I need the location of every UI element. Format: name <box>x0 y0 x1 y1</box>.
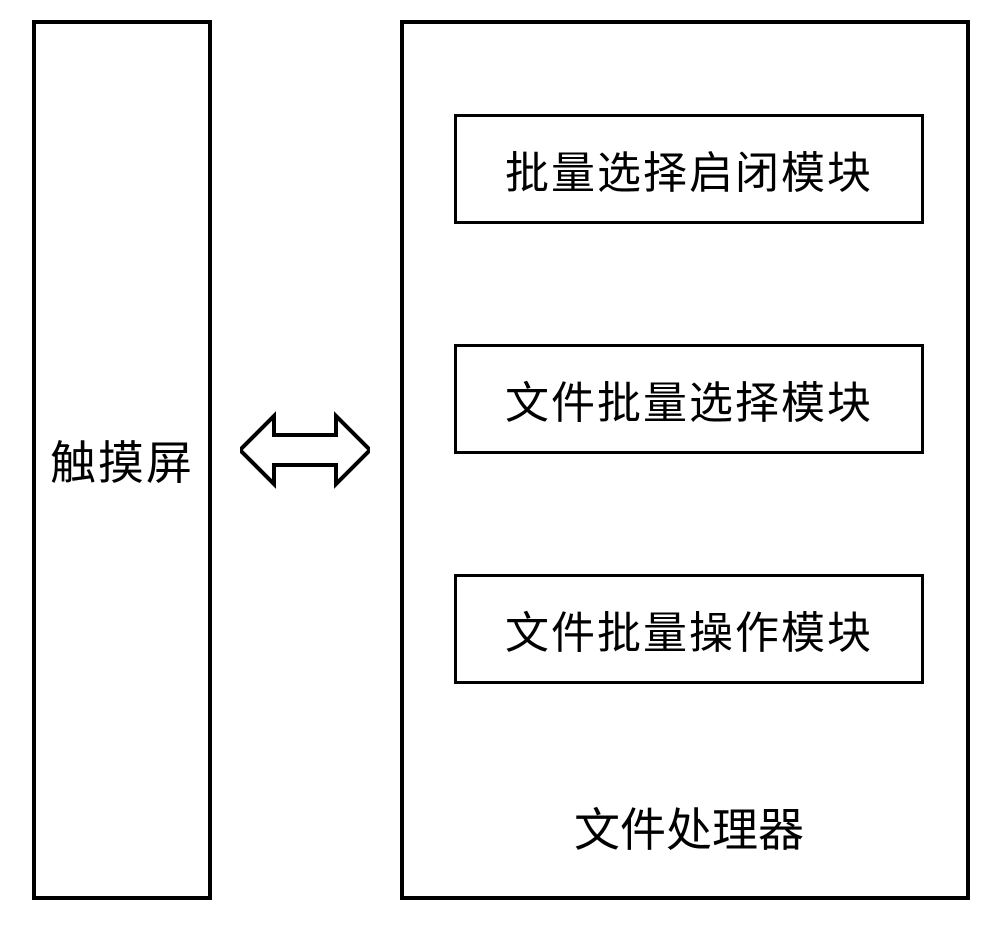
touch-screen-label: 触摸屏 <box>50 427 194 493</box>
module-label: 文件批量操作模块 <box>505 597 873 661</box>
module-box: 文件批量操作模块 <box>454 574 924 684</box>
module-label: 文件批量选择模块 <box>505 367 873 431</box>
file-processor-label: 文件处理器 <box>404 794 974 860</box>
touch-screen-box: 触摸屏 <box>32 20 212 900</box>
file-processor-box: 文件处理器 批量选择启闭模块文件批量选择模块文件批量操作模块 <box>400 20 970 900</box>
module-box: 文件批量选择模块 <box>454 344 924 454</box>
module-box: 批量选择启闭模块 <box>454 114 924 224</box>
module-label: 批量选择启闭模块 <box>505 137 873 201</box>
diagram-canvas: 触摸屏 文件处理器 批量选择启闭模块文件批量选择模块文件批量操作模块 <box>0 0 1000 925</box>
bidirectional-arrow-icon <box>240 410 370 490</box>
